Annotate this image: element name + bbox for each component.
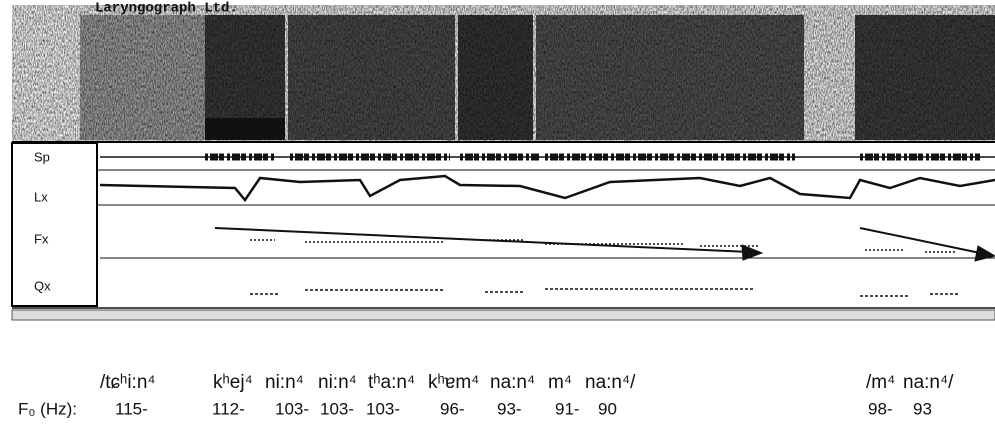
f0-value: 103- bbox=[320, 399, 354, 418]
panel-label: Fx bbox=[34, 231, 49, 246]
panel-label-box bbox=[11, 142, 98, 307]
traces bbox=[11, 153, 995, 321]
syllable: kʰej⁴ bbox=[213, 372, 253, 393]
syllable: na:n⁴ bbox=[490, 372, 535, 393]
syllable: m⁴ bbox=[548, 372, 572, 393]
spectrogram bbox=[12, 5, 995, 143]
f0-value: 93- bbox=[497, 399, 522, 418]
header-title: Laryngograph Ltd. bbox=[95, 1, 238, 17]
syllable: ni:n⁴ bbox=[265, 372, 304, 393]
syllable: na:n⁴/ bbox=[585, 372, 636, 393]
f0-value: 103- bbox=[366, 399, 400, 418]
f0-label: F₀ (Hz): bbox=[18, 399, 77, 418]
syllable: ni:n⁴ bbox=[318, 372, 357, 393]
f0-value: 93 bbox=[913, 399, 932, 418]
f0-value: 91- bbox=[555, 399, 580, 418]
f0-value: 112- bbox=[212, 399, 245, 418]
syllable: /tɕʰi:n⁴ bbox=[100, 372, 156, 393]
f0-value: 98- bbox=[868, 399, 893, 418]
panel-label: Qx bbox=[34, 278, 51, 293]
syllable: kʰɐm⁴ bbox=[428, 372, 479, 393]
syllable: tʰa:n⁴ bbox=[368, 372, 415, 393]
panel-label: Lx bbox=[34, 189, 48, 204]
f0-value: 103- bbox=[275, 399, 309, 418]
panel-label: Sp bbox=[34, 149, 50, 164]
f0-value: 90 bbox=[598, 399, 617, 418]
f0-value: 96- bbox=[440, 399, 465, 418]
syllable: /m⁴ bbox=[866, 372, 895, 393]
syllable: na:n⁴/ bbox=[903, 372, 954, 393]
f0-value: 115- bbox=[115, 399, 148, 418]
